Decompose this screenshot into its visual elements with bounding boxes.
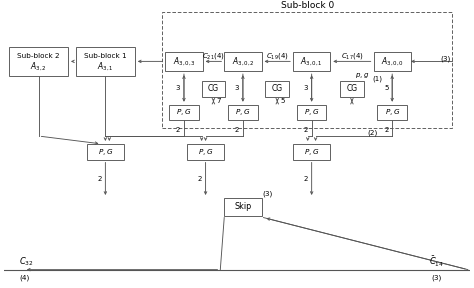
Text: $P, G$: $P, G$ [98,147,113,157]
Text: (3): (3) [440,55,450,62]
Bar [201,81,225,97]
Bar [374,52,411,71]
Text: 2: 2 [384,127,389,133]
Bar [87,144,124,160]
Text: 3: 3 [235,85,239,91]
Text: $A_{3,1}$: $A_{3,1}$ [97,61,114,73]
Text: 7: 7 [216,98,220,104]
Text: 2: 2 [235,127,239,133]
Bar [293,144,330,160]
Text: (1): (1) [373,76,383,82]
Text: $P, G$: $P, G$ [304,107,319,118]
Text: 2: 2 [303,127,308,133]
Text: 2: 2 [176,127,180,133]
Text: $C_{21}$(4): $C_{21}$(4) [202,50,225,60]
Text: $A_{3,0,0}$: $A_{3,0,0}$ [381,55,404,67]
Text: $C_{19}$(4): $C_{19}$(4) [266,50,289,60]
Bar [169,105,199,120]
Text: $A_{3,0,3}$: $A_{3,0,3}$ [173,55,195,67]
Text: Sub-block 2: Sub-block 2 [17,54,60,60]
Bar [224,52,262,71]
Text: 3: 3 [303,85,308,91]
Text: $P, G$: $P, G$ [304,147,319,157]
Bar [340,81,364,97]
Text: $p, g$: $p, g$ [355,71,369,80]
Text: (3): (3) [262,191,273,197]
Text: $\bar{C}_{14}$: $\bar{C}_{14}$ [429,255,444,269]
Text: $P, G$: $P, G$ [176,107,191,118]
Bar [76,47,135,76]
Bar [224,198,262,216]
Bar [293,52,330,71]
Bar [297,105,327,120]
Text: CG: CG [346,84,357,93]
Bar [265,81,289,97]
Text: (4): (4) [19,274,29,281]
Bar [228,105,258,120]
Text: $P, G$: $P, G$ [235,107,251,118]
Text: 2: 2 [198,176,202,182]
Text: 3: 3 [176,85,180,91]
Text: 2: 2 [97,176,102,182]
Text: $C_{17}$(4): $C_{17}$(4) [341,50,363,60]
Text: $C_{32}$: $C_{32}$ [19,255,34,268]
Text: Sub-block 0: Sub-block 0 [281,1,334,10]
Text: 5: 5 [384,85,389,91]
Text: $A_{3,0,2}$: $A_{3,0,2}$ [231,55,254,67]
Text: (2): (2) [367,130,378,136]
Bar [165,52,202,71]
Text: CG: CG [208,84,219,93]
Text: CG: CG [272,84,283,93]
Bar [377,105,407,120]
Text: $P, G$: $P, G$ [198,147,213,157]
Text: $A_{3,2}$: $A_{3,2}$ [30,61,47,73]
Text: Sub-block 1: Sub-block 1 [84,54,127,60]
Text: $A_{3,0,1}$: $A_{3,0,1}$ [300,55,323,67]
Text: 2: 2 [303,176,308,182]
Bar [163,12,452,128]
Text: (3): (3) [431,274,441,281]
Text: Skip: Skip [234,202,252,211]
Text: $P, G$: $P, G$ [384,107,400,118]
Text: 5: 5 [280,98,284,104]
Bar [9,47,68,76]
Bar [187,144,224,160]
